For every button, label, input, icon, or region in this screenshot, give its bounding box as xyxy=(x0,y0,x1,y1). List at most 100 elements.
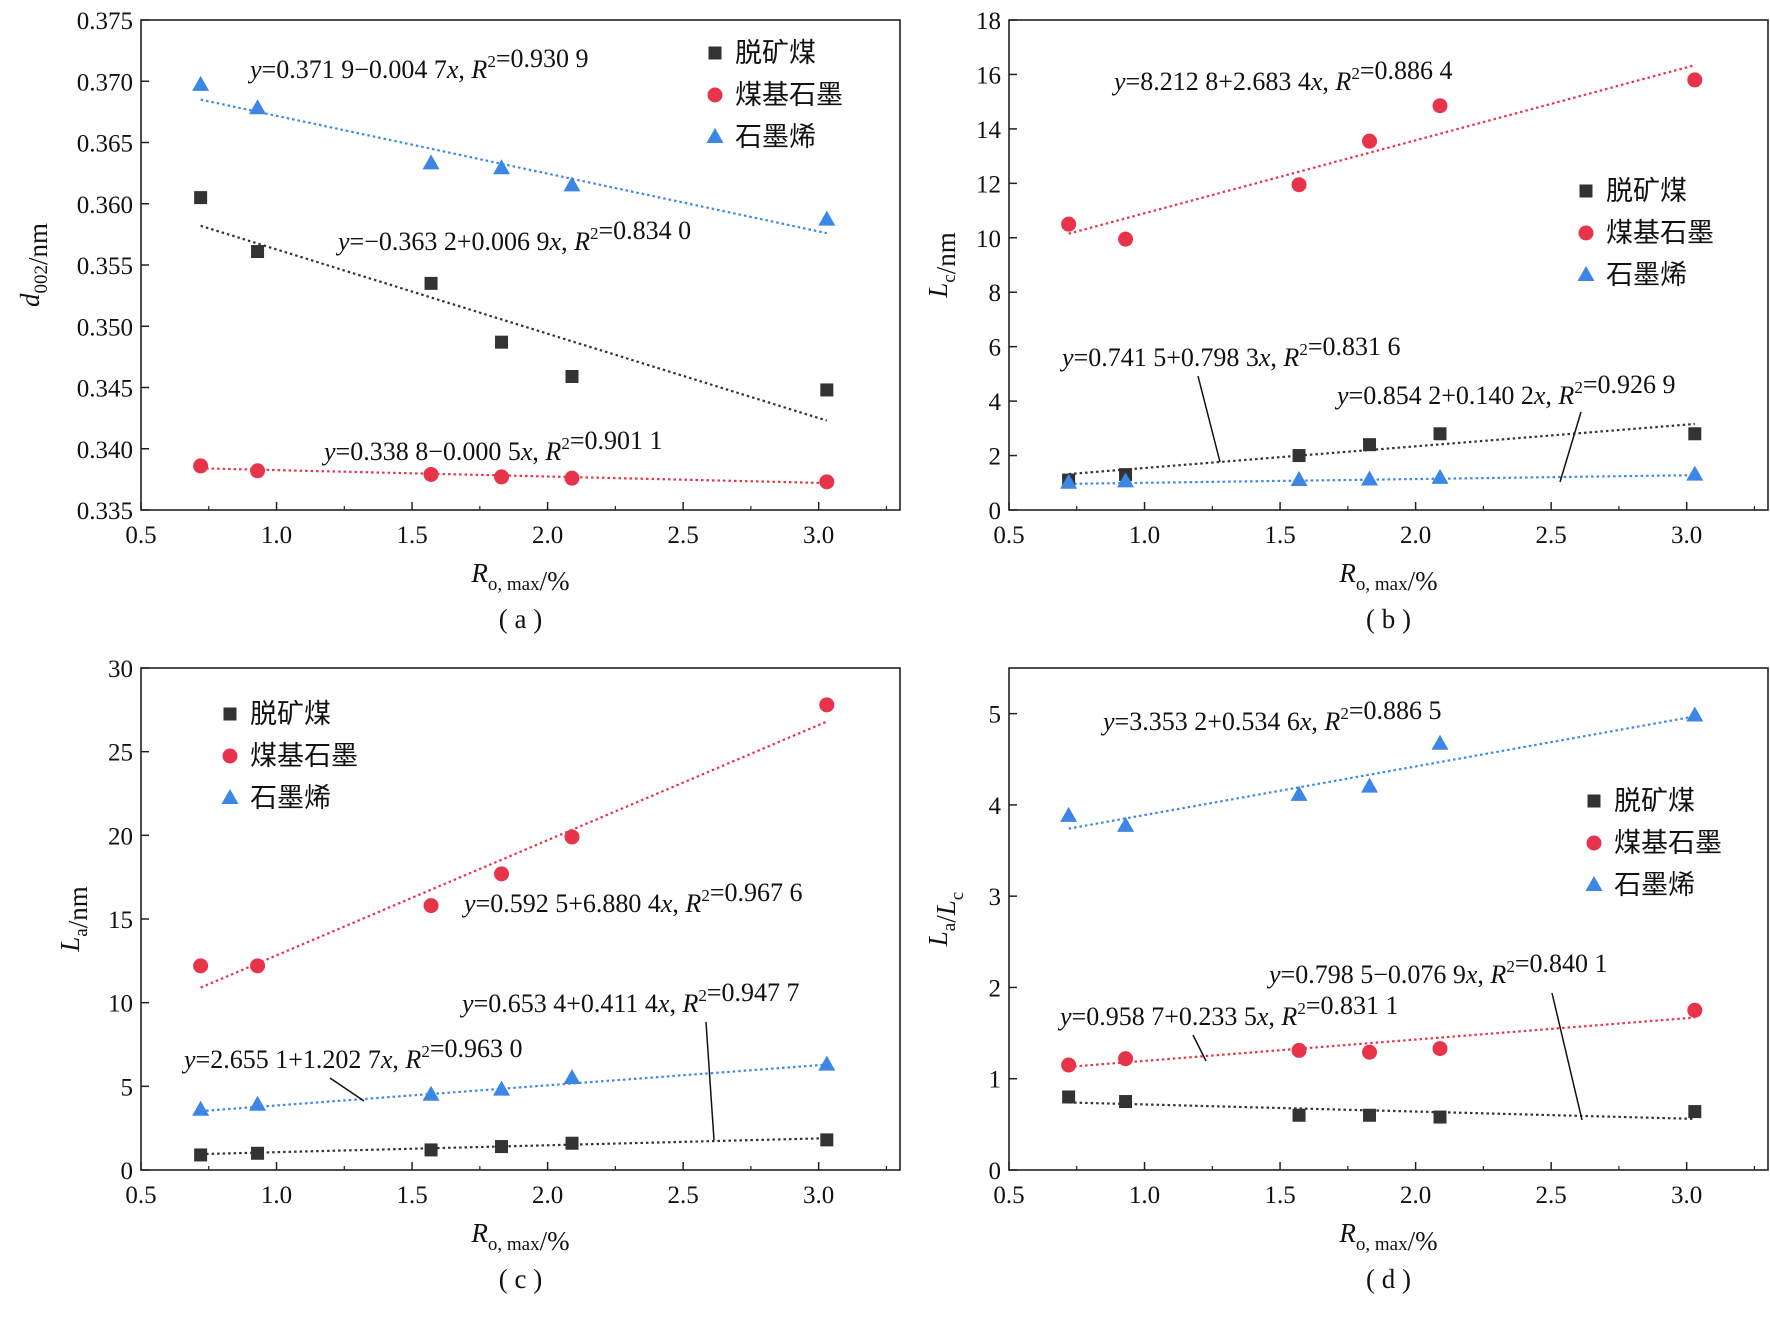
data-point xyxy=(1060,806,1078,822)
panel-a: 0.5 1.0 1.5 2.0 2.5 3.0 0.335 0.340 0.345 0.350 0.… xyxy=(15,8,901,634)
y-tick-label: 8 xyxy=(989,280,1002,307)
data-point xyxy=(422,1085,440,1101)
x-axis-label: Ro, max/% xyxy=(1338,558,1437,596)
leader-line xyxy=(1197,375,1221,463)
data-point xyxy=(193,958,209,974)
fit-equation-2: y=0.338 8−0.000 5x, R2=0.901 1 xyxy=(321,426,662,466)
y-tick-label: 16 xyxy=(976,62,1001,89)
x-tick-label: 1.5 xyxy=(1264,522,1295,549)
data-point xyxy=(422,154,440,170)
panel-caption: ( a ) xyxy=(499,604,542,634)
y-tick-label: 5 xyxy=(989,702,1002,729)
plot-frame xyxy=(1008,19,1769,511)
y-tick-label: 0.370 xyxy=(77,69,133,96)
data-point xyxy=(251,1146,265,1160)
y-tick-label: 0.375 xyxy=(77,8,133,35)
data-point xyxy=(1433,427,1447,441)
y-tick-label: 12 xyxy=(976,171,1001,198)
legend-marker xyxy=(1578,225,1594,241)
y-tick-label: 10 xyxy=(976,226,1001,253)
data-point xyxy=(1433,1110,1447,1124)
x-tick-label: 0.5 xyxy=(993,522,1024,549)
y-axis-label: Lc/nm xyxy=(923,232,961,299)
fit-line-1 xyxy=(200,1137,827,1156)
data-point xyxy=(820,383,834,397)
y-tick-label: 10 xyxy=(108,991,133,1018)
data-point xyxy=(494,866,510,882)
panel-caption: ( d ) xyxy=(1366,1264,1411,1294)
data-point xyxy=(1363,1108,1377,1122)
data-point xyxy=(564,829,580,845)
panel-caption: ( c ) xyxy=(499,1264,542,1294)
data-point xyxy=(423,898,439,914)
x-tick-label: 1.0 xyxy=(1129,1182,1160,1209)
y-tick-label: 4 xyxy=(989,793,1002,820)
legend-label: 脱矿煤 xyxy=(1614,786,1695,817)
data-point xyxy=(424,1143,438,1157)
data-point xyxy=(1292,1108,1306,1122)
x-tick-label: 2.5 xyxy=(668,522,699,549)
leader-line xyxy=(705,1021,715,1141)
fit-line-0 xyxy=(200,720,828,989)
plot-frame xyxy=(1008,667,1769,1171)
fit-equation-2: y=0.958 7+0.233 5x, R2=0.831 1 xyxy=(1057,991,1398,1031)
data-point xyxy=(423,466,439,482)
y-tick-label: 30 xyxy=(108,656,133,683)
data-point xyxy=(1117,472,1135,488)
legend-label: 脱矿煤 xyxy=(735,38,816,69)
x-tick-label: 3.0 xyxy=(1671,1182,1702,1209)
y-tick-label: 15 xyxy=(108,907,133,934)
data-point xyxy=(1290,785,1308,801)
fit-line-1 xyxy=(1068,422,1695,476)
x-tick-label: 3.0 xyxy=(803,1182,834,1209)
data-point xyxy=(1062,1090,1076,1104)
fit-equation-1: y=0.653 4+0.411 4x, R2=0.947 7 xyxy=(459,978,800,1018)
y-tick-label: 18 xyxy=(976,8,1001,35)
data-point xyxy=(495,335,509,349)
panel-b: 0.5 1.0 1.5 2.0 2.5 3.0 0 2 4 6 8 10 12 14 16 18 Ro, max… xyxy=(923,8,1769,634)
legend-marker xyxy=(1586,835,1602,851)
legend-label: 石墨烯 xyxy=(1614,870,1695,901)
data-point xyxy=(1363,438,1377,452)
data-point xyxy=(251,245,265,259)
y-tick-label: 0.340 xyxy=(77,437,133,464)
panel-d: 0.5 1.0 1.5 2.0 2.5 3.0 0 1 2 3 4 5 Ro, max/% La/Lc ( … xyxy=(923,667,1769,1294)
x-tick-label: 3.0 xyxy=(1671,522,1702,549)
data-point xyxy=(819,697,835,713)
legend-marker xyxy=(708,46,722,60)
legend-label: 脱矿煤 xyxy=(250,699,331,730)
y-tick-label: 0 xyxy=(121,1158,134,1185)
fit-line-2 xyxy=(200,467,827,485)
legend-marker xyxy=(223,707,237,721)
fit-line-0 xyxy=(1068,64,1696,235)
legend-label: 石墨烯 xyxy=(735,122,816,153)
data-point xyxy=(820,1133,834,1147)
data-point xyxy=(1686,706,1704,722)
data-point xyxy=(194,191,208,205)
data-point xyxy=(1362,133,1378,149)
data-point xyxy=(1431,468,1449,484)
y-tick-label: 20 xyxy=(108,823,133,850)
y-tick-label: 0.345 xyxy=(77,376,133,403)
leader-line xyxy=(329,1077,365,1102)
data-point xyxy=(1431,734,1449,750)
y-axis-label: La/Lc xyxy=(923,892,968,947)
data-point xyxy=(565,369,579,383)
legend-marker xyxy=(221,789,239,804)
x-tick-label: 2.5 xyxy=(668,1182,699,1209)
legend-marker xyxy=(1577,266,1595,281)
x-tick-label: 1.5 xyxy=(1264,1182,1295,1209)
x-tick-label: 1.0 xyxy=(261,1182,292,1209)
data-point xyxy=(1687,72,1703,88)
data-point xyxy=(192,1100,210,1116)
data-point xyxy=(1432,98,1448,114)
y-tick-label: 0 xyxy=(989,1158,1002,1185)
y-tick-label: 3 xyxy=(989,884,1002,911)
legend-label: 煤基石墨 xyxy=(1606,218,1714,249)
data-point xyxy=(250,958,266,974)
x-tick-label: 2.5 xyxy=(1536,522,1567,549)
legend-marker xyxy=(1579,184,1593,198)
y-tick-label: 0.360 xyxy=(77,192,133,219)
legend-label: 脱矿煤 xyxy=(1606,176,1687,207)
